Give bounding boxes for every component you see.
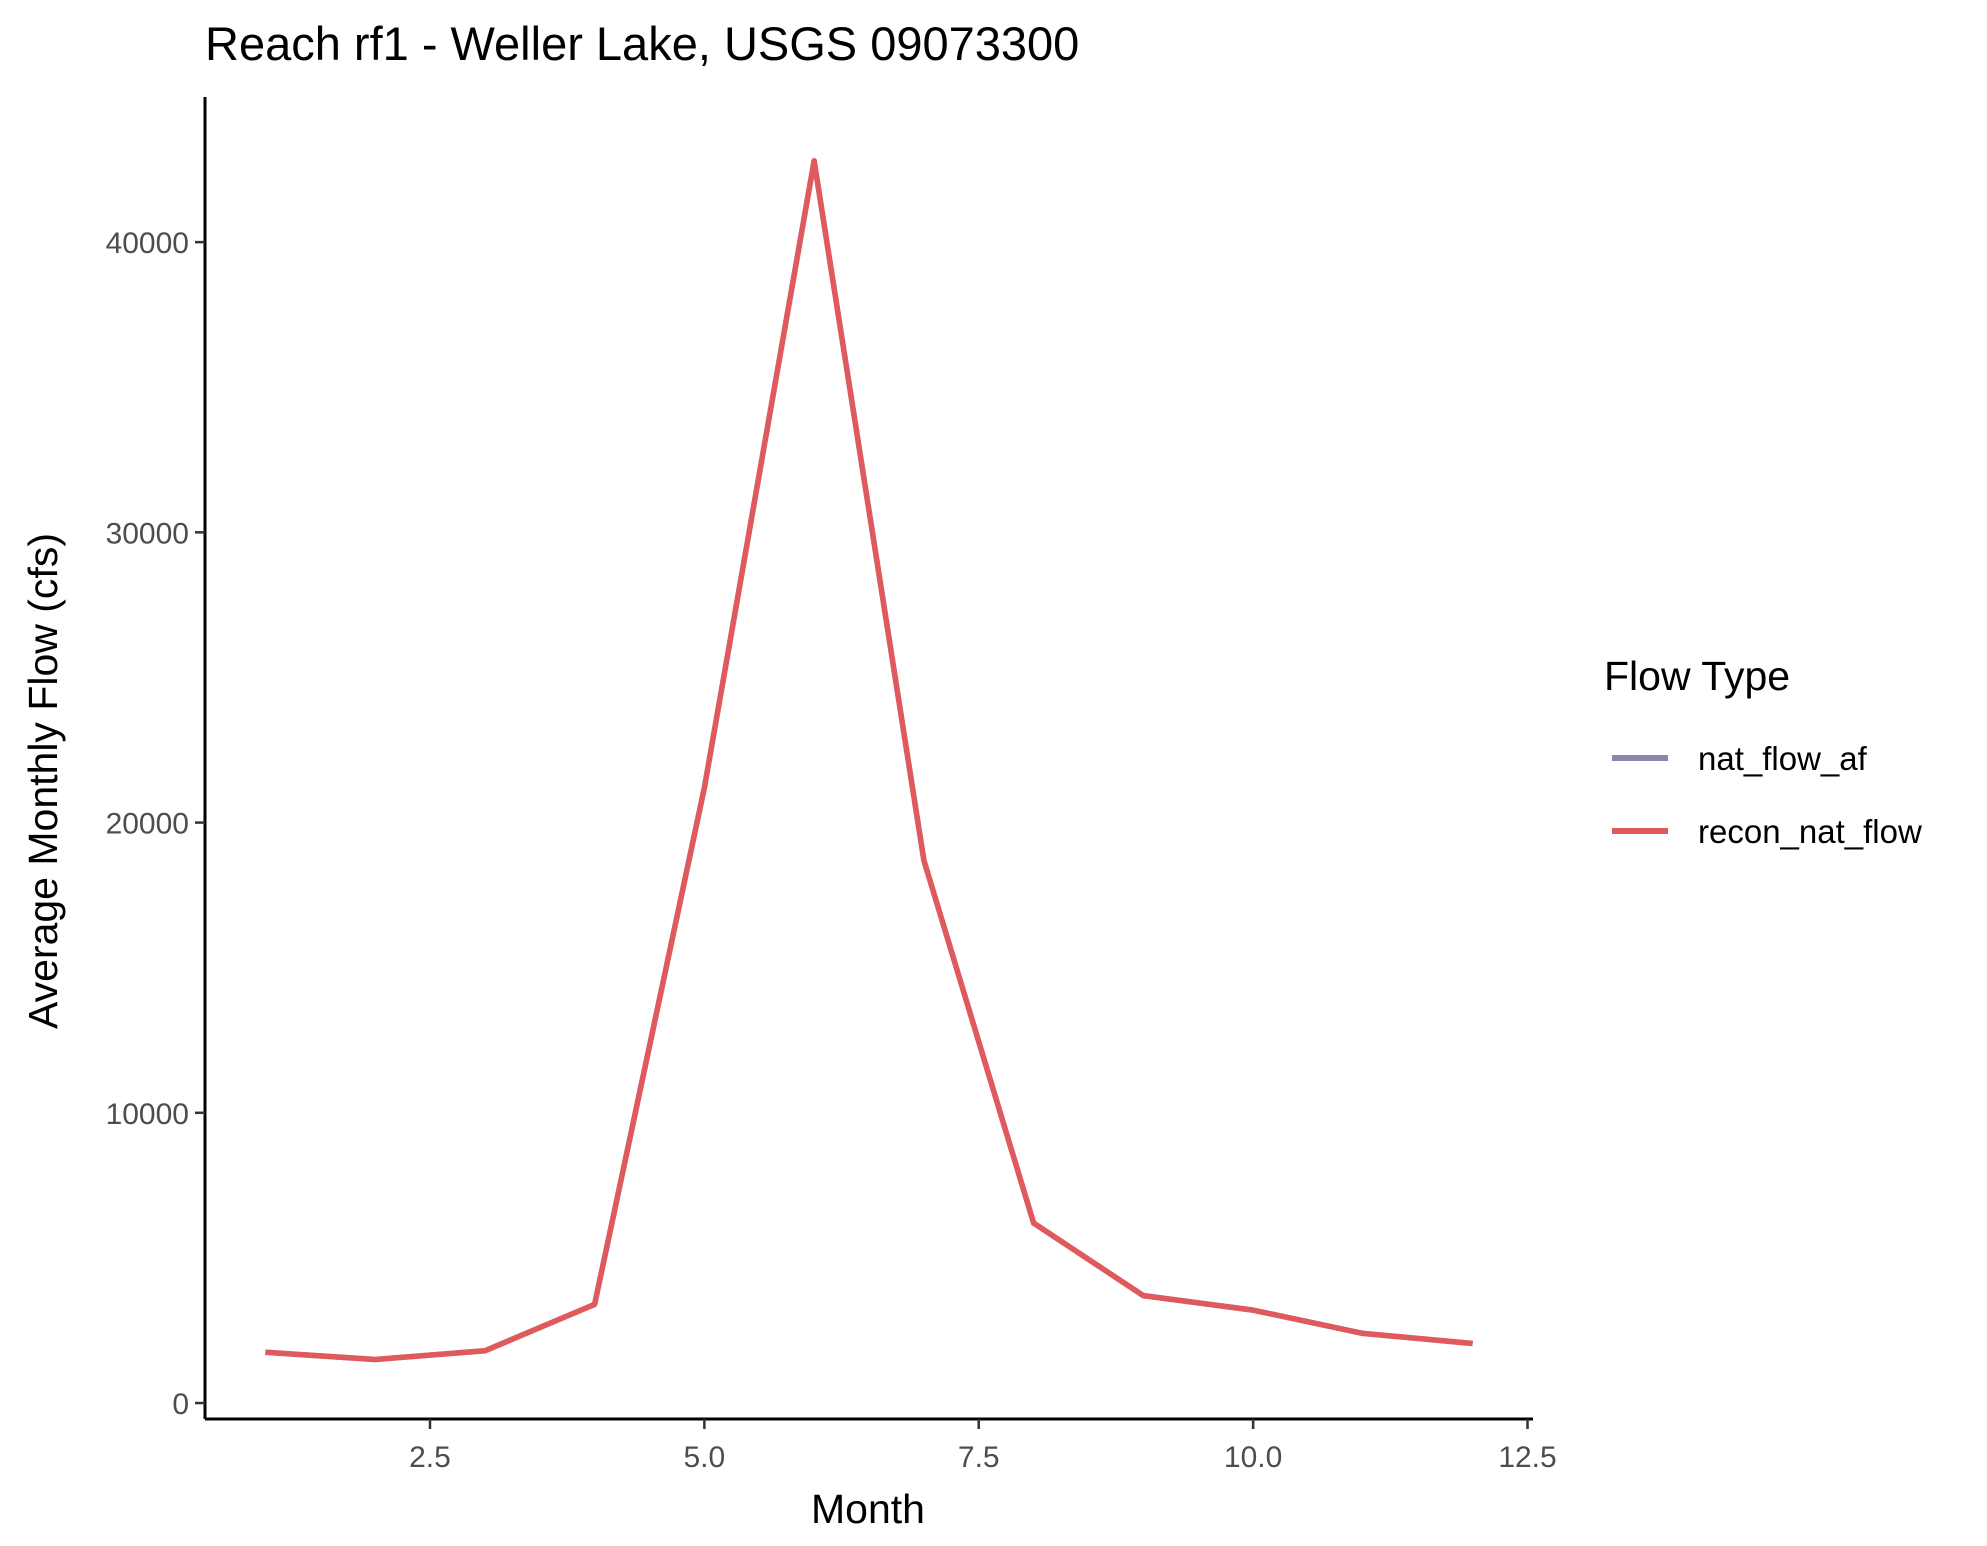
- x-tick-label: 10.0: [1224, 1441, 1282, 1474]
- x-tick-label: 2.5: [409, 1441, 451, 1474]
- x-tick-label: 12.5: [1498, 1441, 1556, 1474]
- series-line-recon-nat-flow: [265, 158, 1473, 1363]
- y-tick-label: 30000: [106, 517, 189, 550]
- y-tick-label: 10000: [106, 1098, 189, 1131]
- y-tick-label: 40000: [106, 227, 189, 260]
- legend: Flow Type nat_flow_af recon_nat_flow: [1604, 653, 1922, 850]
- y-axis-title: Average Monthly Flow (cfs): [20, 533, 66, 1029]
- chart-title: Reach rf1 - Weller Lake, USGS 09073300: [205, 17, 1079, 70]
- x-tick-label: 5.0: [684, 1441, 726, 1474]
- series-line-nat-flow-af: [265, 158, 1473, 1363]
- legend-label: recon_nat_flow: [1698, 813, 1922, 850]
- x-axis-title: Month: [811, 1486, 925, 1532]
- axes: 2.5 5.0 7.5 10.0 12.5 0 10000 20000 30000 40000: [106, 97, 1557, 1474]
- y-tick-label: 0: [172, 1388, 189, 1421]
- legend-title: Flow Type: [1604, 653, 1790, 699]
- legend-label: nat_flow_af: [1698, 740, 1868, 777]
- x-tick-label: 7.5: [958, 1441, 1000, 1474]
- y-tick-label: 20000: [106, 808, 189, 841]
- series-layer: [265, 158, 1473, 1363]
